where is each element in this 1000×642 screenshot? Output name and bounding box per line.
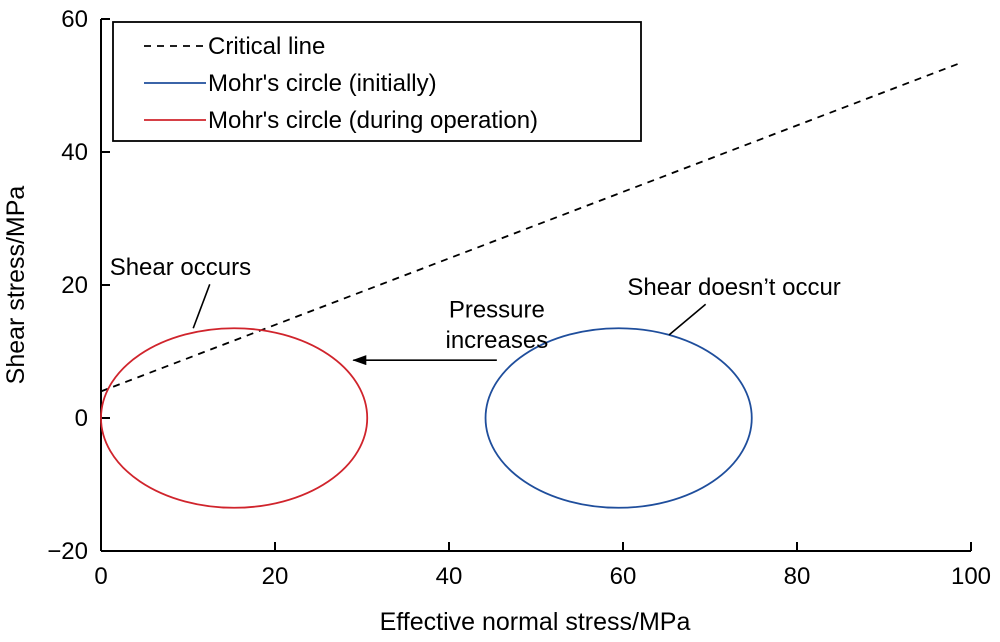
legend-entry: Critical line: [208, 33, 325, 60]
mohr-s-circle-initially-series: [484, 327, 753, 509]
y-tick-label: 20: [61, 272, 88, 299]
x-tick-label: 100: [951, 563, 991, 590]
y-tick-label: 0: [75, 405, 88, 432]
shear-doesn-t-occur-annotation: Shear doesn’t occur: [627, 274, 840, 301]
shear-occurs-annotation: Shear occurs: [110, 254, 251, 281]
shear-doesn-t-occur-leader-line: [668, 303, 707, 336]
y-axis-label: Shear stress/MPa: [2, 186, 30, 385]
x-tick-label: 40: [436, 563, 463, 590]
pressure-increases-annotation-line: Pressure: [449, 297, 545, 324]
legend: Critical line Mohr's circle (initially) Mo…: [112, 21, 642, 142]
y-tick-label: 60: [61, 6, 88, 33]
shear-occurs-leader-line: [192, 284, 211, 329]
y-tick-label: 40: [61, 139, 88, 166]
x-tick-label: 80: [784, 563, 811, 590]
x-tick-label: 0: [94, 563, 107, 590]
critical-line-series: [100, 61, 963, 393]
x-axis-label: Effective normal stress/MPa: [380, 608, 691, 636]
x-tick-label: 60: [610, 563, 637, 590]
legend-box: [112, 21, 642, 142]
mohr-s-circle-during-operation-series: [100, 327, 369, 509]
annotations: Shear occurs Shear doesn’t occur Pressure i…: [110, 254, 841, 366]
x-tick-label: 20: [262, 563, 289, 590]
legend-entry: Mohr's circle (during operation): [208, 107, 538, 134]
pressure-increases-annotation-line: increases: [445, 327, 548, 354]
legend-entry: Mohr's circle (initially): [208, 70, 437, 97]
plot-area: [100, 61, 963, 509]
y-tick-label: −20: [47, 538, 88, 565]
